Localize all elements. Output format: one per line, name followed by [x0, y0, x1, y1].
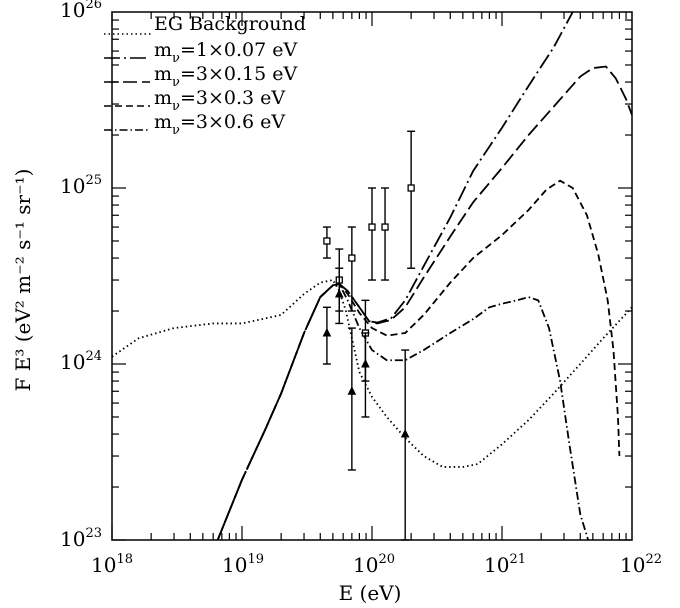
triangle-point-marker [334, 288, 344, 298]
series-layer [112, 12, 632, 540]
series-line-0 [112, 279, 632, 468]
legend-label-series-2: mν=3×0.15 eV [154, 63, 297, 90]
y-tick-label: 1024 [60, 349, 102, 374]
y-tick-label: 1023 [60, 526, 102, 551]
x-tick-labels: 1018 1019 1020 1021 1022 [91, 552, 662, 577]
square-point-marker [407, 184, 415, 192]
triangle-point-marker [361, 358, 370, 368]
legend: EG Background mν=1×0.07 eV mν=3×0.15 eV … [104, 13, 306, 138]
y-tick-label: 1026 [60, 0, 102, 22]
square-point-marker [348, 254, 356, 262]
x-tick-label: 1022 [620, 552, 662, 577]
y-tick-label: 1025 [60, 173, 102, 198]
series-line-2 [216, 65, 632, 540]
plot-frame-layer [111, 11, 633, 541]
square-point-marker [323, 237, 331, 245]
y-axis-title: F E³ (eV² m⁻² s⁻¹ sr⁻¹) [11, 169, 35, 392]
legend-label-series-4: mν=3×0.6 eV [154, 111, 285, 138]
x-tick-label: 1020 [353, 552, 395, 577]
x-tick-label: 1018 [91, 552, 133, 577]
x-tick-label: 1019 [222, 552, 264, 577]
legend-label-series-3: mν=3×0.3 eV [154, 87, 285, 114]
legend-label-series-1: mν=1×0.07 eV [154, 39, 297, 66]
data-points-layer [322, 130, 416, 541]
triangle-point-marker [400, 428, 410, 438]
y-tick-labels: 1023 1024 1025 1026 [60, 0, 102, 551]
series-line-4 [216, 282, 590, 540]
series-line-1 [216, 12, 574, 540]
series-line-3 [216, 179, 621, 540]
legend-label-eg-background: EG Background [154, 13, 306, 35]
triangle-point-marker [347, 386, 357, 395]
square-point-marker [381, 223, 389, 231]
square-point-marker [368, 223, 376, 231]
x-axis-title: E (eV) [339, 581, 402, 605]
triangle-point-marker [322, 327, 332, 337]
x-tick-label: 1021 [484, 552, 526, 577]
